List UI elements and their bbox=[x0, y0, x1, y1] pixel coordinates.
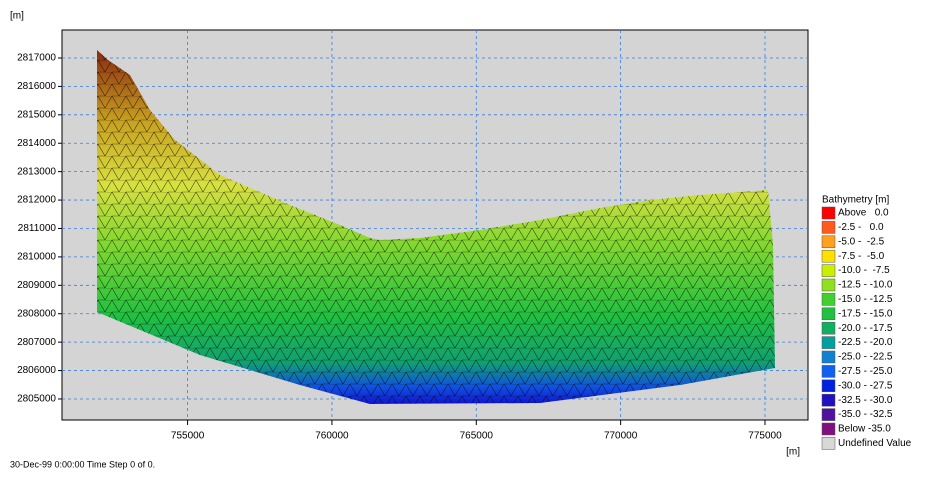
legend-swatch bbox=[822, 322, 835, 334]
legend-label: -25.0 - -22.5 bbox=[838, 352, 893, 363]
x-tick-label: 760000 bbox=[315, 431, 349, 442]
legend-label: Undefined Value bbox=[838, 438, 912, 449]
x-unit: [m] bbox=[786, 447, 800, 458]
legend-swatch bbox=[822, 207, 835, 219]
legend-swatch bbox=[822, 409, 835, 421]
y-tick-label: 2817000 bbox=[17, 53, 56, 64]
y-tick-label: 2811000 bbox=[18, 223, 57, 234]
legend-label: -10.0 - -7.5 bbox=[838, 265, 890, 276]
legend-label: -7.5 - -5.0 bbox=[838, 251, 885, 262]
chart: [m] [m] Bathymetry [m] Above 0.0 -2.5 - 0… bbox=[0, 0, 941, 472]
y-tick-label: 2815000 bbox=[17, 109, 56, 120]
legend-label: -30.0 - -27.5 bbox=[838, 380, 893, 391]
legend-swatch bbox=[822, 293, 835, 305]
y-tick-label: 2809000 bbox=[17, 280, 56, 291]
y-tick-label: 2812000 bbox=[17, 195, 56, 206]
legend-swatch bbox=[822, 437, 835, 449]
legend-swatch bbox=[822, 337, 835, 349]
y-unit: [m] bbox=[10, 11, 24, 22]
legend-swatch bbox=[822, 351, 835, 363]
footer: 30-Dec-99 0:00:00 Time Step 0 of 0. bbox=[10, 459, 155, 469]
y-tick-label: 2810000 bbox=[17, 252, 56, 263]
legend-title: Bathymetry [m] bbox=[822, 195, 889, 206]
legend-swatch bbox=[822, 279, 835, 291]
x-tick-label: 775000 bbox=[748, 431, 782, 442]
legend-swatch bbox=[822, 308, 835, 320]
legend-swatch bbox=[822, 236, 835, 248]
x-tick-label: 765000 bbox=[460, 431, 494, 442]
legend-label: -2.5 - 0.0 bbox=[838, 222, 884, 233]
x-tick-label: 755000 bbox=[171, 431, 205, 442]
legend-swatch bbox=[822, 250, 835, 262]
y-tick-label: 2805000 bbox=[17, 394, 56, 405]
legend-label: -17.5 - -15.0 bbox=[838, 308, 893, 319]
legend-label: -27.5 - -25.0 bbox=[838, 366, 893, 377]
y-tick-label: 2813000 bbox=[17, 166, 56, 177]
legend-label: -32.5 - -30.0 bbox=[838, 395, 893, 406]
legend-label: -5.0 - -2.5 bbox=[838, 236, 885, 247]
legend-label: -12.5 - -10.0 bbox=[838, 280, 893, 291]
y-tick-label: 2814000 bbox=[17, 138, 56, 149]
x-tick-label: 770000 bbox=[604, 431, 638, 442]
legend-swatch bbox=[822, 380, 835, 392]
legend-label: -15.0 - -12.5 bbox=[838, 294, 893, 305]
legend-label: -22.5 - -20.0 bbox=[838, 337, 893, 348]
legend-label: Above 0.0 bbox=[838, 208, 889, 219]
legend-swatch bbox=[822, 265, 835, 277]
legend-label: Below -35.0 bbox=[838, 424, 891, 435]
y-tick-label: 2808000 bbox=[17, 308, 56, 319]
legend-swatch bbox=[822, 423, 835, 435]
legend-label: -35.0 - -32.5 bbox=[838, 409, 893, 420]
legend-swatch bbox=[822, 365, 835, 377]
legend-swatch bbox=[822, 394, 835, 406]
y-tick-label: 2816000 bbox=[17, 81, 56, 92]
legend-swatch bbox=[822, 221, 835, 233]
y-tick-label: 2807000 bbox=[17, 337, 56, 348]
y-tick-label: 2806000 bbox=[17, 365, 56, 376]
legend-label: -20.0 - -17.5 bbox=[838, 323, 893, 334]
